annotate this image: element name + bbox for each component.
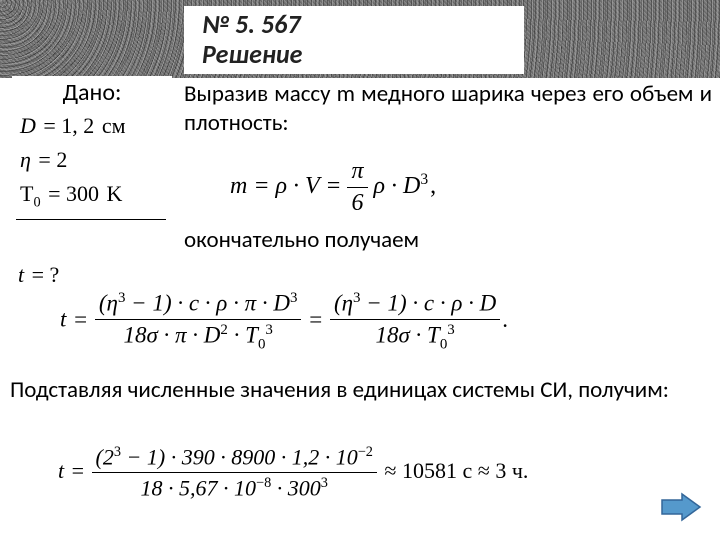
given-eta: η = 2 (20, 147, 168, 173)
given-D: D = 1, 2 см (20, 113, 168, 139)
given-T0: T0 = 300 K (20, 181, 168, 211)
next-arrow-button[interactable] (660, 492, 702, 522)
formula-numeric: t = (23 − 1) · 390 · 8900 · 1,2 · 10−2 1… (58, 444, 530, 502)
formula-mass: m = ρ · V = π 6 ρ · D3, (230, 158, 438, 217)
given-box: Дано: D = 1, 2 см η = 2 T0 = 300 K (12, 76, 172, 226)
paragraph-3: Подставляя численные значения в единицах… (10, 376, 710, 405)
problem-number: № 5. 567 (202, 8, 506, 40)
arrow-right-icon (660, 492, 702, 522)
paragraph-2: окончательно получаем (184, 226, 712, 254)
noise-header: № 5. 567 Решение (0, 0, 720, 78)
question-t: t = ? (18, 262, 61, 288)
solution-label: Решение (202, 38, 506, 70)
header-title-box: № 5. 567 Решение (184, 6, 524, 74)
paragraph-1: Выразив массу m медного шарика через его… (184, 80, 712, 138)
formula-main: t = (η3 − 1) · c · ρ · π · D3 18σ · π · … (60, 290, 510, 353)
given-label: Дано: (16, 78, 168, 107)
given-divider (16, 219, 166, 220)
